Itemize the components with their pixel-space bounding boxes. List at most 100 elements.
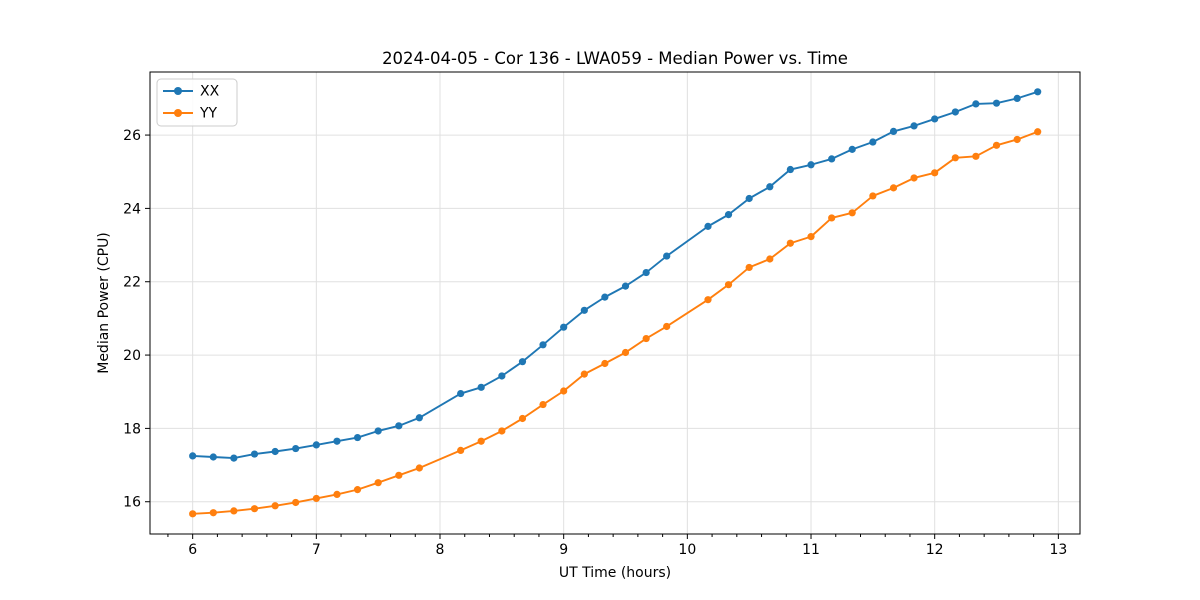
y-tick-label: 20	[123, 348, 141, 364]
data-point-yy	[312, 494, 320, 503]
data-point-xx	[271, 447, 279, 456]
y-tick-label: 26	[123, 128, 141, 144]
data-point-xx	[312, 441, 320, 449]
data-point-xx	[1034, 88, 1042, 96]
legend-label-yy: YY	[199, 106, 218, 122]
data-point-xx	[518, 358, 527, 366]
chart-title: 2024-04-05 - Cor 136 - LWA059 - Median P…	[382, 49, 848, 68]
data-point-yy	[642, 334, 650, 343]
series-layer	[189, 88, 1042, 518]
data-point-yy	[621, 348, 630, 357]
data-point-yy	[539, 400, 547, 409]
axis-ticks: 6 7 8 9 10 11 12 13 16 18 20 22 24 26	[123, 128, 1067, 558]
data-point-yy	[230, 507, 238, 515]
data-point-yy	[518, 414, 527, 423]
data-point-yy	[807, 233, 815, 241]
data-point-yy	[766, 255, 774, 263]
data-point-xx	[415, 414, 423, 422]
y-tick-label: 18	[123, 421, 141, 437]
series-xx-line	[192, 90, 1038, 460]
data-point-xx	[972, 100, 980, 108]
data-point-yy	[724, 281, 733, 289]
data-point-yy	[333, 490, 341, 498]
x-axis-label: UT Time (hours)	[559, 565, 671, 581]
data-point-xx	[910, 122, 918, 130]
data-point-xx	[209, 453, 217, 461]
data-point-yy	[271, 502, 279, 510]
data-point-xx	[580, 306, 588, 314]
data-point-yy	[250, 505, 259, 513]
data-point-xx	[786, 165, 794, 174]
series-yy-line	[192, 130, 1039, 515]
x-tick-label: 6	[188, 542, 197, 558]
data-point-xx	[889, 127, 898, 135]
legend-marker-yy-icon	[174, 109, 182, 117]
data-point-yy	[910, 174, 918, 182]
data-point-xx	[642, 268, 650, 277]
data-point-xx	[292, 444, 300, 453]
data-point-xx	[931, 115, 939, 123]
data-point-yy	[560, 387, 568, 395]
data-point-xx	[745, 194, 753, 203]
data-point-xx	[457, 389, 465, 398]
data-point-xx	[1013, 94, 1021, 102]
x-tick-label: 7	[312, 542, 321, 558]
data-point-yy	[477, 437, 485, 445]
data-point-xx	[951, 108, 959, 116]
data-point-xx	[828, 155, 836, 163]
data-point-yy	[931, 169, 939, 177]
data-point-xx	[395, 422, 403, 430]
data-point-yy	[828, 214, 836, 222]
data-point-xx	[477, 383, 485, 391]
data-point-xx	[498, 372, 506, 380]
data-point-yy	[353, 486, 362, 494]
y-tick-label: 22	[123, 275, 141, 291]
data-point-xx	[992, 99, 1001, 107]
data-point-yy	[580, 370, 588, 378]
data-point-yy	[663, 322, 671, 331]
data-point-xx	[663, 252, 671, 260]
legend-box	[156, 78, 238, 127]
data-point-yy	[189, 510, 197, 518]
series-xx	[189, 88, 1042, 462]
data-point-yy	[457, 446, 465, 454]
data-point-yy	[395, 471, 403, 479]
legend-marker-xx-icon	[174, 87, 182, 95]
data-point-xx	[766, 183, 774, 191]
legend-entry-yy: YY	[163, 106, 218, 122]
data-point-xx	[250, 450, 259, 458]
data-point-xx	[189, 452, 197, 460]
series-yy	[189, 128, 1042, 518]
data-point-yy	[745, 263, 753, 272]
data-point-yy	[704, 296, 712, 304]
data-point-xx	[353, 433, 362, 442]
y-axis-label: Median Power (CPU)	[96, 232, 112, 374]
x-tick-label: 13	[1049, 542, 1067, 558]
data-point-yy	[1034, 128, 1042, 136]
data-point-yy	[972, 152, 980, 160]
x-tick-label: 12	[926, 542, 944, 558]
data-point-yy	[869, 192, 877, 200]
x-tick-label: 11	[802, 542, 820, 558]
data-point-xx	[724, 211, 733, 219]
y-tick-label: 24	[123, 201, 141, 217]
data-point-yy	[498, 427, 506, 435]
data-point-xx	[560, 323, 568, 331]
data-point-xx	[374, 427, 382, 435]
data-point-xx	[704, 222, 712, 230]
grid	[150, 72, 1080, 534]
data-point-yy	[374, 479, 382, 487]
data-point-yy	[889, 184, 898, 192]
data-point-xx	[807, 161, 815, 169]
data-point-xx	[869, 138, 877, 146]
data-point-yy	[415, 464, 423, 472]
data-point-xx	[539, 341, 547, 349]
x-tick-label: 9	[559, 542, 568, 558]
legend: XX YY	[156, 78, 238, 127]
data-point-xx	[848, 145, 856, 153]
plot-area-frame	[149, 71, 1081, 535]
data-point-yy	[292, 498, 300, 507]
data-point-xx	[621, 282, 630, 290]
data-point-yy	[951, 154, 959, 162]
